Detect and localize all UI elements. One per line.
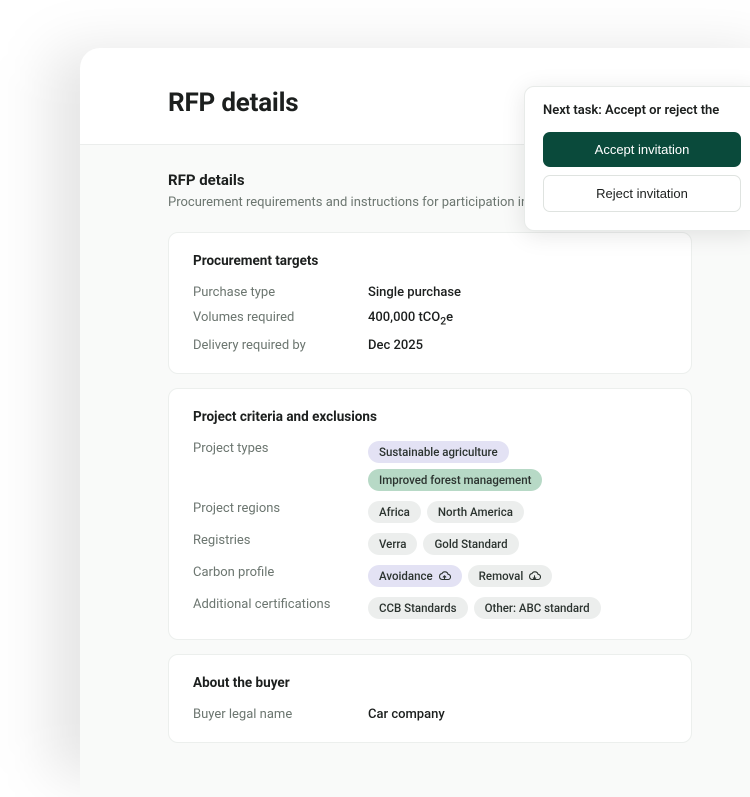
pill: North America [427, 501, 524, 523]
criteria-row: Project regionsAfrica North America [193, 501, 667, 523]
procurement-row-label: Delivery required by [193, 338, 368, 353]
buyer-row-value: Car company [368, 707, 667, 722]
criteria-pill-group: Africa North America [368, 501, 524, 523]
procurement-row: Delivery required byDec 2025 [193, 338, 667, 353]
reject-invitation-button[interactable]: Reject invitation [543, 175, 741, 212]
task-panel-title: Next task: Accept or reject the [543, 103, 741, 118]
criteria-card-title: Project criteria and exclusions [193, 409, 667, 425]
page-content: RFP details Procurement requirements and… [80, 145, 750, 797]
criteria-row: RegistriesVerra Gold Standard [193, 533, 667, 555]
criteria-row-label: Additional certifications [193, 597, 368, 612]
cloud-up-icon [438, 571, 451, 581]
procurement-row-value: 400,000 tCO2e [368, 310, 667, 328]
pill: Africa [368, 501, 421, 523]
cloud-down-icon [528, 571, 541, 581]
buyer-row-label: Buyer legal name [193, 707, 368, 722]
criteria-row-label: Carbon profile [193, 565, 368, 580]
pill: Sustainable agriculture [368, 441, 509, 463]
criteria-pill-group: Sustainable agriculture Improved forest m… [368, 441, 667, 491]
task-panel: Next task: Accept or reject the Accept i… [524, 86, 750, 231]
criteria-pill-group: CCB Standards Other: ABC standard [368, 597, 601, 619]
pill: Removal [468, 565, 553, 587]
pill: Other: ABC standard [474, 597, 601, 619]
procurement-row-label: Purchase type [193, 285, 368, 300]
buyer-card: About the buyer Buyer legal nameCar comp… [168, 654, 692, 743]
criteria-row: Carbon profileAvoidance Removal [193, 565, 667, 587]
pill: Gold Standard [423, 533, 518, 555]
buyer-card-title: About the buyer [193, 675, 667, 691]
pill: Avoidance [368, 565, 462, 587]
procurement-row-value: Dec 2025 [368, 338, 667, 353]
criteria-row: Additional certificationsCCB Standards Ot… [193, 597, 667, 619]
criteria-pill-group: Verra Gold Standard [368, 533, 519, 555]
pill: Improved forest management [368, 469, 542, 491]
buyer-row: Buyer legal nameCar company [193, 707, 667, 722]
procurement-row: Volumes required400,000 tCO2e [193, 310, 667, 328]
accept-invitation-button[interactable]: Accept invitation [543, 132, 741, 167]
pill: Verra [368, 533, 417, 555]
procurement-card: Procurement targets Purchase typeSingle … [168, 232, 692, 374]
pill: CCB Standards [368, 597, 468, 619]
criteria-row-label: Registries [193, 533, 368, 548]
procurement-row-label: Volumes required [193, 310, 368, 325]
criteria-row: Project typesSustainable agriculture Impr… [193, 441, 667, 491]
criteria-pill-group: Avoidance Removal [368, 565, 552, 587]
procurement-row: Purchase typeSingle purchase [193, 285, 667, 300]
criteria-card: Project criteria and exclusions Project … [168, 388, 692, 640]
procurement-row-value: Single purchase [368, 285, 667, 300]
procurement-card-title: Procurement targets [193, 253, 667, 269]
criteria-row-label: Project regions [193, 501, 368, 516]
criteria-row-label: Project types [193, 441, 368, 456]
